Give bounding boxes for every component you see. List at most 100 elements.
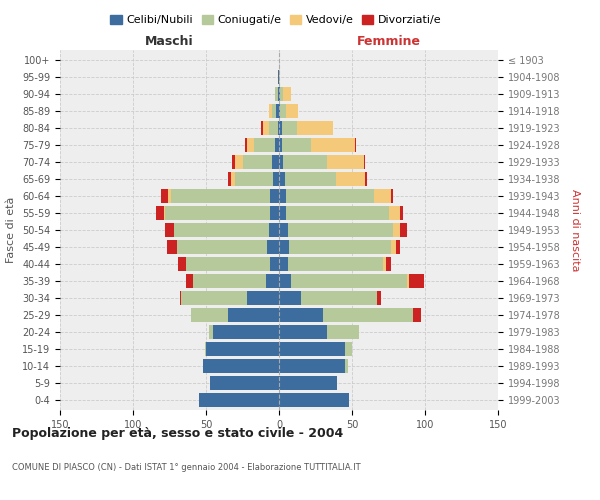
Y-axis label: Fasce di età: Fasce di età <box>7 197 16 263</box>
Bar <box>279 393 349 407</box>
Bar <box>177 240 268 254</box>
Bar <box>245 138 247 152</box>
Bar <box>327 325 359 339</box>
Bar <box>165 206 270 220</box>
Bar <box>286 189 374 203</box>
Bar <box>228 308 279 322</box>
Bar <box>393 223 400 237</box>
Bar <box>275 87 278 101</box>
Bar <box>205 342 206 356</box>
Bar <box>262 121 263 135</box>
Bar <box>396 240 400 254</box>
Bar <box>364 155 365 169</box>
Bar <box>355 138 356 152</box>
Text: Maschi: Maschi <box>145 36 194 49</box>
Bar <box>283 87 290 101</box>
Bar <box>301 291 377 305</box>
Bar <box>282 121 296 135</box>
Bar <box>279 121 282 135</box>
Bar <box>181 291 247 305</box>
Bar <box>279 155 283 169</box>
Bar <box>282 138 311 152</box>
Bar <box>206 342 279 356</box>
Bar <box>279 342 344 356</box>
Bar <box>270 257 279 271</box>
Bar <box>242 155 272 169</box>
Bar <box>269 104 272 118</box>
Bar <box>279 104 280 118</box>
Bar <box>279 376 337 390</box>
Bar <box>278 87 279 101</box>
Bar <box>235 172 273 186</box>
Bar <box>279 87 280 101</box>
Bar <box>167 240 177 254</box>
Bar <box>279 257 288 271</box>
Bar <box>180 291 181 305</box>
Bar <box>279 291 301 305</box>
Bar <box>327 155 364 169</box>
Bar <box>288 223 393 237</box>
Bar <box>199 393 279 407</box>
Text: Popolazione per età, sesso e stato civile - 2004: Popolazione per età, sesso e stato civil… <box>12 428 343 440</box>
Bar <box>263 121 269 135</box>
Bar <box>272 104 276 118</box>
Bar <box>269 223 279 237</box>
Bar <box>344 342 352 356</box>
Bar <box>279 206 286 220</box>
Bar <box>400 223 407 237</box>
Bar <box>344 359 347 373</box>
Bar <box>409 274 424 288</box>
Bar <box>272 155 279 169</box>
Bar <box>391 240 396 254</box>
Bar <box>273 172 279 186</box>
Legend: Celibi/Nubili, Coniugati/e, Vedovi/e, Divorziati/e: Celibi/Nubili, Coniugati/e, Vedovi/e, Di… <box>106 10 446 30</box>
Bar <box>283 155 327 169</box>
Bar <box>228 172 231 186</box>
Bar <box>203 359 279 373</box>
Bar <box>231 172 235 186</box>
Bar <box>254 138 275 152</box>
Bar <box>279 189 286 203</box>
Bar <box>214 325 279 339</box>
Bar <box>279 325 327 339</box>
Bar <box>377 291 381 305</box>
Bar <box>323 308 413 322</box>
Bar <box>383 257 386 271</box>
Bar <box>178 257 185 271</box>
Bar <box>365 172 367 186</box>
Bar <box>247 291 279 305</box>
Bar <box>279 223 288 237</box>
Bar <box>275 138 279 152</box>
Bar <box>400 206 403 220</box>
Bar <box>269 121 278 135</box>
Bar <box>279 308 323 322</box>
Bar <box>165 223 174 237</box>
Bar <box>232 155 235 169</box>
Bar <box>279 359 344 373</box>
Bar <box>164 206 165 220</box>
Bar <box>336 172 365 186</box>
Bar <box>235 155 242 169</box>
Bar <box>185 274 193 288</box>
Bar <box>157 206 164 220</box>
Bar <box>185 257 270 271</box>
Bar <box>193 274 266 288</box>
Bar <box>391 189 393 203</box>
Bar <box>413 308 421 322</box>
Bar <box>279 240 289 254</box>
Text: Femmine: Femmine <box>356 36 421 49</box>
Bar <box>266 274 279 288</box>
Bar <box>268 240 279 254</box>
Bar <box>161 189 168 203</box>
Bar <box>270 189 279 203</box>
Bar <box>211 376 279 390</box>
Bar <box>278 70 279 84</box>
Bar <box>279 172 285 186</box>
Bar <box>374 189 391 203</box>
Bar <box>279 138 282 152</box>
Bar <box>290 274 407 288</box>
Bar <box>276 104 279 118</box>
Bar <box>288 257 383 271</box>
Y-axis label: Anni di nascita: Anni di nascita <box>570 188 580 271</box>
Bar <box>289 240 391 254</box>
